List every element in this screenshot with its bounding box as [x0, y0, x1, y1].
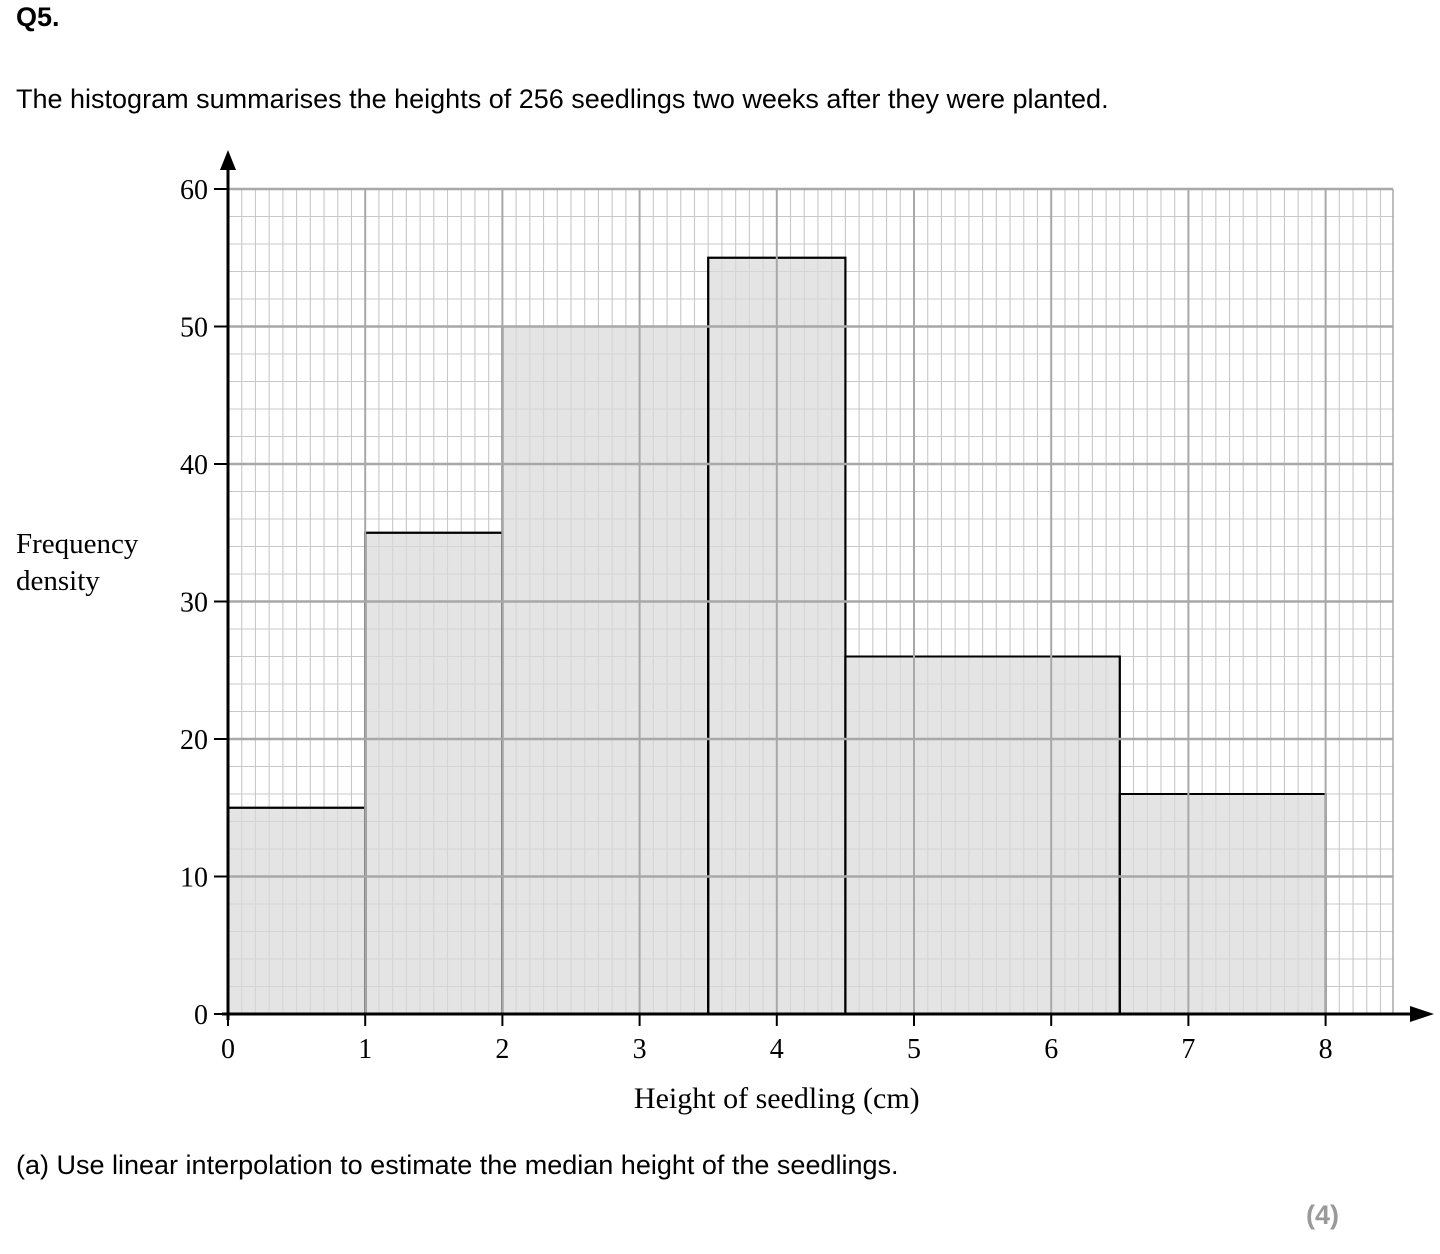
x-tick-label: 6 [1044, 1034, 1058, 1065]
histogram: 0 10 20 30 40 50 60 0 1 2 3 4 5 6 7 8 Height of seedlin… [180, 150, 1434, 1115]
x-tick-label: 4 [770, 1034, 784, 1065]
x-tick-label: 5 [907, 1034, 921, 1065]
y-tick-label: 40 [180, 450, 208, 481]
histogram-bar [1118, 793, 1327, 1015]
ticks: 0 10 20 30 40 50 60 0 1 2 3 4 5 6 7 8 [180, 175, 1333, 1065]
histogram-bar [227, 806, 367, 1015]
histogram-bar [364, 531, 504, 1015]
bars [227, 256, 1327, 1015]
y-axis-label: Frequency density [16, 526, 138, 600]
histogram-bar [501, 325, 710, 1015]
x-tick-label: 2 [495, 1034, 509, 1065]
x-tick-label: 3 [633, 1034, 647, 1065]
x-tick-label: 8 [1319, 1034, 1333, 1065]
y-axis-label-line-2: density [16, 565, 100, 597]
y-tick-label: 20 [180, 725, 208, 756]
x-axis-arrow [1410, 1006, 1434, 1022]
question-number: Q5. [16, 2, 60, 32]
marks-label: (4) [1306, 1200, 1339, 1230]
x-tick-label: 7 [1181, 1034, 1195, 1065]
y-axis-arrow [220, 150, 236, 170]
y-tick-label: 30 [180, 588, 208, 619]
question-intro: The histogram summarises the heights of … [16, 84, 1109, 114]
question-part-a: (a) Use linear interpolation to estimate… [16, 1150, 899, 1180]
y-tick-label: 50 [180, 313, 208, 344]
x-tick-label: 1 [358, 1034, 372, 1065]
histogram-bar [844, 655, 1121, 1015]
y-tick-label: 60 [180, 175, 208, 206]
y-axis-label-line-1: Frequency [16, 528, 139, 560]
x-tick-label: 0 [221, 1034, 235, 1065]
x-axis-label: Height of seedling (cm) [634, 1082, 920, 1115]
y-tick-label: 10 [180, 863, 208, 894]
y-tick-label: 0 [194, 1000, 208, 1031]
